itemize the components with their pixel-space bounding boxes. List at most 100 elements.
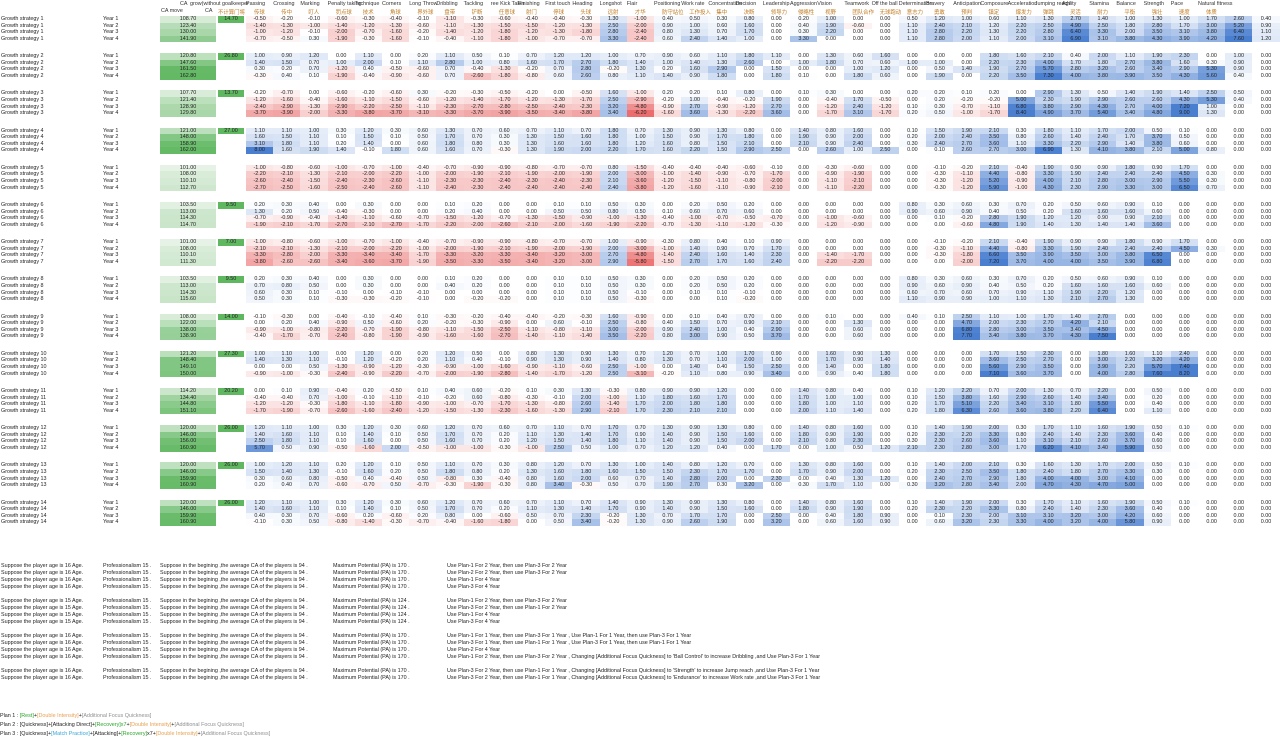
- attribute-value: 0.00: [898, 252, 926, 259]
- ca-value: 129.80: [160, 110, 216, 117]
- attribute-value: 0.20: [735, 276, 763, 283]
- attribute-value: 0.00: [817, 239, 845, 246]
- attribute-value: 2.80: [953, 482, 981, 489]
- attribute-value: -1.00: [409, 171, 437, 178]
- attribute-value: 2.80: [953, 445, 981, 452]
- attribute-value: 1.20: [708, 462, 736, 469]
- attribute-value: 3.10: [246, 140, 274, 148]
- attribute-value: 0.00: [1225, 289, 1253, 297]
- attribute-value: 0.00: [762, 202, 790, 209]
- attribute-value: 0.00: [1116, 326, 1144, 334]
- attribute-value: 3.00: [1007, 326, 1035, 334]
- attribute-value: 3.60: [681, 110, 709, 117]
- attribute-value: 0.00: [382, 140, 410, 148]
- attribute-value: -1.90: [382, 333, 410, 340]
- attribute-value: 2.00: [1116, 29, 1144, 36]
- attribute-value: -1.60: [354, 445, 382, 452]
- strategy-name: Growth strategy 9: [1, 326, 44, 333]
- attribute-value: 0.30: [463, 475, 491, 483]
- attribute-value: 0.90: [762, 239, 790, 246]
- column-header-cn: 角球: [390, 10, 401, 16]
- attribute-value: 1.30: [1116, 296, 1144, 303]
- attribute-value: 1.10: [545, 425, 573, 432]
- attribute-value: 0.00: [898, 97, 926, 104]
- attribute-value: -1.10: [436, 16, 464, 23]
- year-label: Year 1: [103, 202, 119, 208]
- attribute-value: 1.10: [354, 53, 382, 60]
- attribute-value: 0.40: [463, 208, 491, 216]
- attribute-value: 0.00: [490, 350, 518, 358]
- attribute-value: 0.20: [898, 134, 926, 141]
- strategy-name: Growth strategy 3: [1, 110, 44, 117]
- attribute-value: 0.00: [790, 512, 818, 520]
- attribute-value: 1.60: [1007, 53, 1035, 60]
- attribute-value: -0.40: [708, 97, 736, 104]
- attribute-value: -1.40: [327, 22, 355, 30]
- attribute-value: 0.70: [735, 245, 763, 253]
- attribute-value: 3.50: [1007, 252, 1035, 259]
- attribute-value: -2.40: [626, 29, 654, 36]
- attribute-value: 1.30: [518, 469, 546, 476]
- ca-value: 141.90: [160, 35, 216, 43]
- attribute-value: 1.20: [436, 350, 464, 358]
- attribute-value: 1.40: [654, 73, 682, 80]
- attribute-value: 1.60: [1089, 283, 1117, 290]
- attribute-value: -0.50: [871, 97, 899, 104]
- attribute-value: 0.20: [1034, 276, 1062, 283]
- attribute-value: 0.00: [246, 320, 274, 327]
- attribute-value: -2.40: [572, 184, 600, 192]
- attribute-value: 0.00: [1225, 333, 1253, 340]
- plan-part: [Quickness]: [19, 722, 48, 728]
- attribute-value: 0.00: [871, 320, 899, 327]
- attribute-value: 2.10: [980, 127, 1008, 135]
- attribute-value: 0.00: [871, 171, 899, 178]
- attribute-value: -2.00: [436, 171, 464, 178]
- attribute-value: 0.00: [817, 333, 845, 340]
- attribute-value: 1.40: [246, 431, 274, 439]
- attribute-value: -0.10: [545, 394, 573, 402]
- plan-part: [Attacking]: [92, 731, 119, 737]
- attribute-value: 7.50: [1089, 333, 1117, 340]
- attribute-value: 0.00: [953, 350, 981, 358]
- attribute-value: 0.00: [871, 259, 899, 266]
- attribute-value: -0.50: [409, 445, 437, 452]
- year-label: Year 3: [103, 215, 119, 222]
- strategy-name: Growth strategy 7: [1, 259, 44, 265]
- attribute-value: -3.40: [545, 110, 573, 117]
- attribute-value: 2.10: [1062, 178, 1090, 185]
- attribute-value: 0.00: [790, 147, 818, 154]
- attribute-value: 0.70: [436, 73, 464, 80]
- attribute-value: 1.40: [572, 506, 600, 513]
- attribute-value: 0.90: [654, 519, 682, 526]
- table-row: Growth strategy 10 Year 2 148.40 1.40 1.30 1.…: [0, 357, 1280, 364]
- attribute-value: 0.60: [844, 326, 872, 334]
- attribute-value: 1.40: [1089, 221, 1117, 229]
- attribute-value: -0.10: [762, 164, 790, 172]
- table-row: Growth strategy 13 Year 2 146.00 1.50 1.40 1.…: [0, 469, 1280, 476]
- attribute-value: 1.90: [1116, 499, 1144, 507]
- attribute-value: -3.30: [436, 252, 464, 259]
- attribute-value: 2.80: [436, 59, 464, 67]
- column-header: Longshot: [599, 1, 622, 7]
- attribute-value: 0.00: [844, 208, 872, 216]
- attribute-value: 0.60: [898, 289, 926, 297]
- attribute-value: 0.50: [273, 445, 301, 452]
- attribute-value: -2.80: [273, 252, 301, 259]
- attribute-value: 0.60: [599, 475, 627, 483]
- attribute-value: -2.40: [518, 184, 546, 192]
- attribute-value: -1.10: [518, 326, 546, 334]
- attribute-value: 0.00: [1170, 326, 1198, 334]
- attribute-value: 1.80: [926, 407, 954, 415]
- attribute-value: -1.30: [463, 22, 491, 30]
- attribute-value: -0.30: [926, 245, 954, 253]
- attribute-value: 1.70: [626, 147, 654, 154]
- year-label: Year 2: [103, 171, 119, 178]
- attribute-value: 2.10: [980, 164, 1008, 172]
- attribute-value: -0.90: [273, 215, 301, 222]
- attribute-value: -0.10: [300, 29, 328, 36]
- attribute-value: 0.00: [926, 364, 954, 371]
- attribute-value: 0.00: [1198, 296, 1226, 303]
- attribute-value: -1.10: [463, 35, 491, 43]
- attribute-value: -0.10: [354, 394, 382, 402]
- attribute-value: -1.40: [518, 370, 546, 378]
